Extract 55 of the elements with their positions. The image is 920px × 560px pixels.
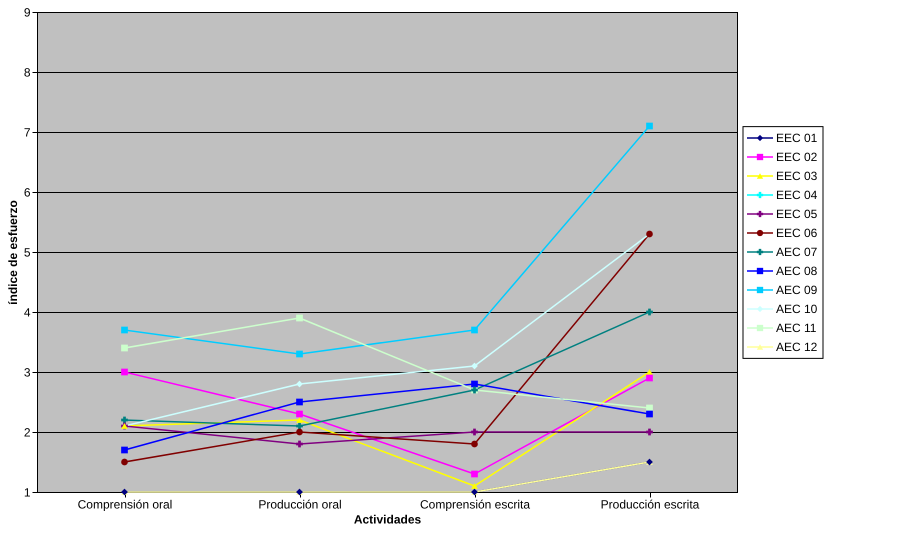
point xyxy=(471,428,478,436)
point xyxy=(646,308,653,316)
legend-label: EEC 05 xyxy=(776,207,818,221)
point xyxy=(121,344,128,352)
legend-label: AEC 11 xyxy=(776,321,817,335)
y-tick-label: 7 xyxy=(24,126,31,140)
legend-label: EEC 01 xyxy=(776,131,818,145)
point xyxy=(471,483,478,489)
point xyxy=(296,422,303,430)
point xyxy=(121,458,128,466)
x-tick-label: Comprensión escrita xyxy=(420,498,530,512)
point xyxy=(471,380,478,388)
y-tick-label: 2 xyxy=(24,426,31,440)
y-tick-label: 8 xyxy=(24,66,31,80)
legend-label: EEC 02 xyxy=(776,150,818,164)
point xyxy=(296,417,303,423)
legend-label: EEC 06 xyxy=(776,226,818,240)
point xyxy=(296,410,303,418)
legend-label: EEC 03 xyxy=(776,169,818,183)
point xyxy=(121,368,128,376)
x-tick-label: Producción oral xyxy=(258,498,342,512)
x-axis-title: Actividades xyxy=(354,512,422,526)
point xyxy=(296,398,303,406)
legend-label: EEC 04 xyxy=(776,188,818,202)
point xyxy=(646,428,653,436)
point xyxy=(646,122,653,130)
y-tick-label: 4 xyxy=(24,306,31,320)
legend-label: AEC 07 xyxy=(776,245,818,259)
y-tick-label: 9 xyxy=(24,6,31,20)
point xyxy=(471,326,478,334)
point xyxy=(646,410,653,418)
legend-label: AEC 12 xyxy=(776,340,818,354)
point xyxy=(296,428,303,436)
y-tick-label: 3 xyxy=(24,366,31,380)
point xyxy=(296,440,303,448)
point xyxy=(646,374,653,382)
point xyxy=(121,416,128,424)
point xyxy=(296,314,303,322)
legend-label: AEC 08 xyxy=(776,264,818,278)
point xyxy=(471,362,478,370)
point xyxy=(296,350,303,358)
point xyxy=(121,446,128,454)
y-tick-label: 6 xyxy=(24,186,31,200)
point xyxy=(646,404,653,412)
legend-label: AEC 09 xyxy=(776,283,818,297)
y-axis-title: índice de esfuerzo xyxy=(6,200,20,305)
point xyxy=(121,326,128,334)
y-tick-label: 5 xyxy=(24,246,31,260)
x-tick-label: Producción escrita xyxy=(600,498,700,512)
point xyxy=(471,470,478,478)
point xyxy=(471,440,478,448)
legend-label: AEC 10 xyxy=(776,302,818,316)
y-tick-label: 1 xyxy=(24,486,31,500)
point xyxy=(296,380,303,388)
x-tick-label: Comprensión oral xyxy=(78,498,172,512)
